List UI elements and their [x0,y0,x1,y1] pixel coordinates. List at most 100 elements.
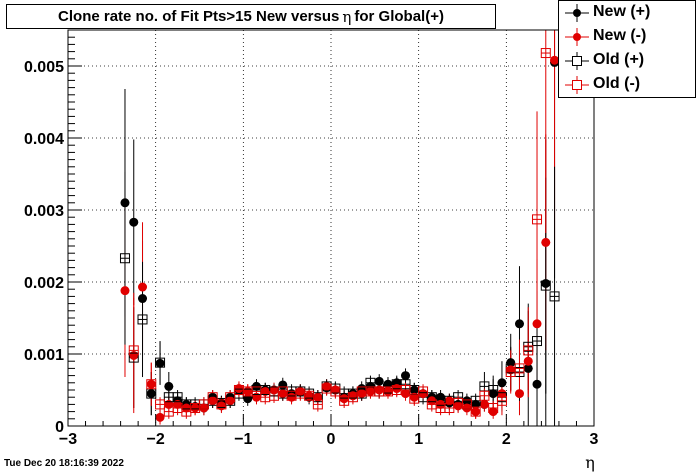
legend-square [572,80,582,90]
data-point [514,319,524,329]
legend-item: Old (+) [559,50,695,72]
data-point [409,393,420,404]
data-point [479,381,490,392]
legend-item: Old (-) [559,74,695,96]
legend: New (+) New (-) Old (+) Old (-) [558,0,696,98]
x-tick-label: −3 [59,431,77,448]
data-point [532,379,542,389]
data-point [163,406,174,417]
data-point [286,390,297,401]
data-point [269,390,280,401]
data-point [242,386,253,397]
data-point [532,214,543,225]
data-point [479,399,489,409]
data-point [453,397,464,408]
data-point [400,379,411,390]
data-point [400,385,411,395]
data-point [304,390,315,401]
data-point [330,386,341,397]
x-tick-label: −2 [147,431,165,448]
data-point [426,399,437,410]
data-point [321,383,332,394]
chart-title-suffix: for Global(+) [354,8,444,25]
legend-marker [565,4,589,22]
data-point [523,345,534,356]
data-point [155,399,166,410]
data-point [129,217,139,227]
data-markers [119,48,560,422]
data-point [120,286,130,296]
data-point [155,357,166,368]
data-point [532,319,542,329]
data-point [382,386,393,397]
data-point [488,403,499,413]
data-point [225,392,236,403]
data-point [138,282,148,292]
legend-label: Old (+) [593,51,645,68]
data-point [128,345,139,356]
data-point [532,336,543,347]
data-point [505,367,516,377]
legend-label: New (-) [593,27,647,44]
data-point [540,48,551,59]
legend-marker [565,52,589,70]
data-point [435,403,446,413]
data-point [418,386,429,397]
data-point [401,371,411,381]
data-point [339,395,350,406]
y-tick-label: 0.002 [24,275,64,292]
chart-title-symbol: η [342,7,352,26]
axis-ticks [67,36,595,427]
x-tick-label: 1 [414,431,423,448]
legend-label: New (+) [593,3,651,20]
data-point [479,390,490,401]
error-bars [120,30,559,426]
data-point [172,403,183,413]
data-point [514,389,524,399]
data-point [146,379,157,390]
x-axis-label: η [585,453,595,472]
data-point [207,392,218,403]
y-tick-label: 0.005 [24,59,64,76]
data-point [260,392,271,403]
data-point [120,198,130,208]
tick-labels: −3 −2 −1 0 1 2 3 0 0.001 0.002 0.003 0.004 0.005 [24,59,599,448]
data-point [540,280,551,291]
data-point [444,403,455,413]
legend-label: Old (-) [593,75,641,92]
x-tick-label: 2 [502,431,511,448]
data-point [488,385,499,395]
data-point [198,399,209,410]
data-point [277,386,288,397]
data-point [470,395,481,406]
data-point [295,388,306,399]
chart-title: Clone rate no. of Fit Pts>15 New versus … [6,4,496,29]
data-point [365,377,376,388]
data-point [181,406,192,417]
data-point [365,386,376,397]
data-point [172,392,183,403]
data-point [137,314,148,325]
data-point [374,376,384,386]
data-point [146,388,157,399]
data-point [128,352,139,363]
data-point [523,356,533,366]
legend-marker [565,28,589,46]
data-point [312,399,323,410]
legend-item: New (+) [559,2,695,24]
data-point [347,392,358,403]
legend-square [572,56,582,66]
data-point [119,253,130,264]
x-tick-label: 0 [327,431,336,448]
chart-title-text: Clone rate no. of Fit Pts>15 New versus [58,8,340,25]
data-point [514,363,525,374]
data-point [374,386,385,397]
x-tick-label: −1 [234,431,252,448]
x-tick-label: 3 [590,431,599,448]
data-point [138,294,148,304]
data-point [163,392,174,403]
data-point [497,378,507,388]
data-point [190,403,201,413]
data-point [164,381,174,391]
